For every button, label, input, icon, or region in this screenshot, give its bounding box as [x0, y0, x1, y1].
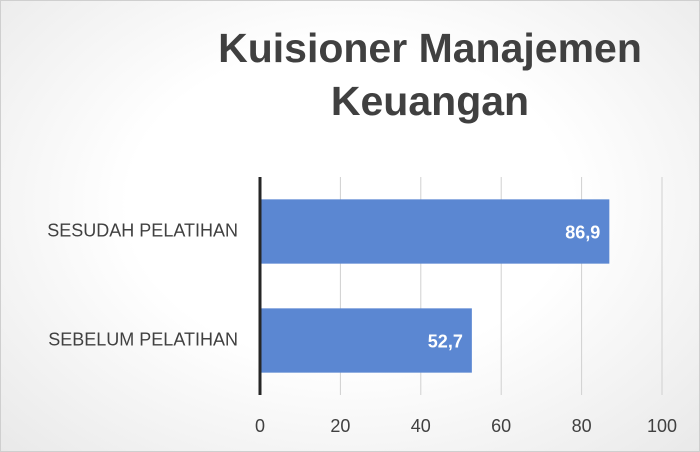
- bar: [260, 308, 472, 373]
- x-tick-label: 20: [330, 416, 350, 436]
- bar: [260, 199, 610, 264]
- value-label: 52,7: [428, 331, 463, 351]
- x-tick-label: 60: [491, 416, 511, 436]
- y-tick-label: SESUDAH PELATIHAN: [47, 220, 238, 240]
- chart-title: Kuisioner Manajemen Keuangan: [218, 25, 642, 124]
- y-tick-label: SEBELUM PELATIHAN: [48, 329, 238, 349]
- x-tick-label: 100: [647, 416, 677, 436]
- x-tick-label: 80: [572, 416, 592, 436]
- x-tick-label: 40: [411, 416, 431, 436]
- value-label: 86,9: [565, 222, 600, 242]
- x-tick-label: 0: [255, 416, 265, 436]
